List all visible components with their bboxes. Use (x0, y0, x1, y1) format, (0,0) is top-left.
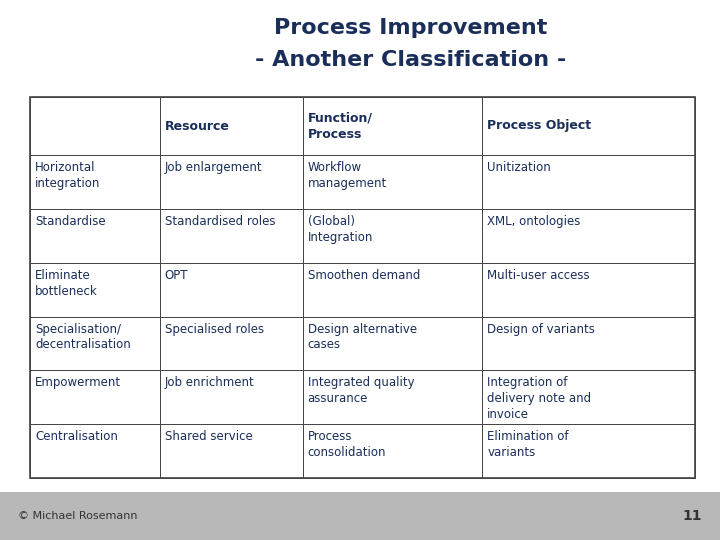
Bar (30, 370, 160, 424)
Bar (30, 209, 160, 262)
Bar (30, 97, 160, 155)
Bar (482, 262, 695, 316)
Text: Integrated quality
assurance: Integrated quality assurance (307, 376, 414, 406)
Text: 11: 11 (683, 509, 702, 523)
Text: © Michael Rosemann: © Michael Rosemann (18, 511, 138, 521)
Text: Shared service: Shared service (165, 430, 253, 443)
Bar (482, 209, 695, 262)
Text: - Another Classification -: - Another Classification - (255, 50, 566, 70)
Text: Standardised roles: Standardised roles (165, 215, 275, 228)
Bar (302, 316, 482, 370)
Text: Process
consolidation: Process consolidation (307, 430, 386, 459)
Text: Integration of
delivery note and
invoice: Integration of delivery note and invoice (487, 376, 591, 421)
Text: Unitization: Unitization (487, 161, 551, 174)
Bar (302, 370, 482, 424)
Bar (160, 370, 302, 424)
Text: Design alternative
cases: Design alternative cases (307, 322, 417, 352)
Text: Workflow
management: Workflow management (307, 161, 387, 190)
Text: (Global)
Integration: (Global) Integration (307, 215, 373, 244)
Bar (30, 155, 160, 209)
Text: Function/
Process: Function/ Process (307, 111, 373, 140)
Text: Process Object: Process Object (487, 119, 591, 132)
Text: Standardise: Standardise (35, 215, 106, 228)
Bar (160, 262, 302, 316)
Bar (482, 97, 695, 155)
Text: Design of variants: Design of variants (487, 322, 595, 335)
Text: Process Improvement: Process Improvement (274, 18, 547, 38)
Bar (160, 316, 302, 370)
Bar (30, 97, 695, 478)
Text: Elimination of
variants: Elimination of variants (487, 430, 569, 459)
Text: Job enrichment: Job enrichment (165, 376, 254, 389)
Bar (302, 97, 482, 155)
Text: Specialisation/
decentralisation: Specialisation/ decentralisation (35, 322, 131, 352)
Text: Multi-user access: Multi-user access (487, 269, 590, 282)
Text: Resource: Resource (165, 119, 230, 132)
Text: Smoothen demand: Smoothen demand (307, 269, 420, 282)
Bar (30, 316, 160, 370)
Bar (482, 155, 695, 209)
Bar (30, 262, 160, 316)
Text: Job enlargement: Job enlargement (165, 161, 262, 174)
Text: Horizontal
integration: Horizontal integration (35, 161, 100, 190)
Bar (482, 370, 695, 424)
Bar (302, 155, 482, 209)
Bar (482, 316, 695, 370)
Text: Centralisation: Centralisation (35, 430, 118, 443)
Bar (302, 209, 482, 262)
Text: XML, ontologies: XML, ontologies (487, 215, 580, 228)
Bar (0, 492, 720, 540)
Bar (160, 209, 302, 262)
Text: Empowerment: Empowerment (35, 376, 121, 389)
Bar (160, 97, 302, 155)
Bar (302, 262, 482, 316)
Bar (160, 424, 302, 478)
Bar (30, 424, 160, 478)
Text: OPT: OPT (165, 269, 188, 282)
Bar (160, 155, 302, 209)
Text: Eliminate
bottleneck: Eliminate bottleneck (35, 269, 98, 298)
Text: Specialised roles: Specialised roles (165, 322, 264, 335)
Bar (302, 424, 482, 478)
Bar (482, 424, 695, 478)
